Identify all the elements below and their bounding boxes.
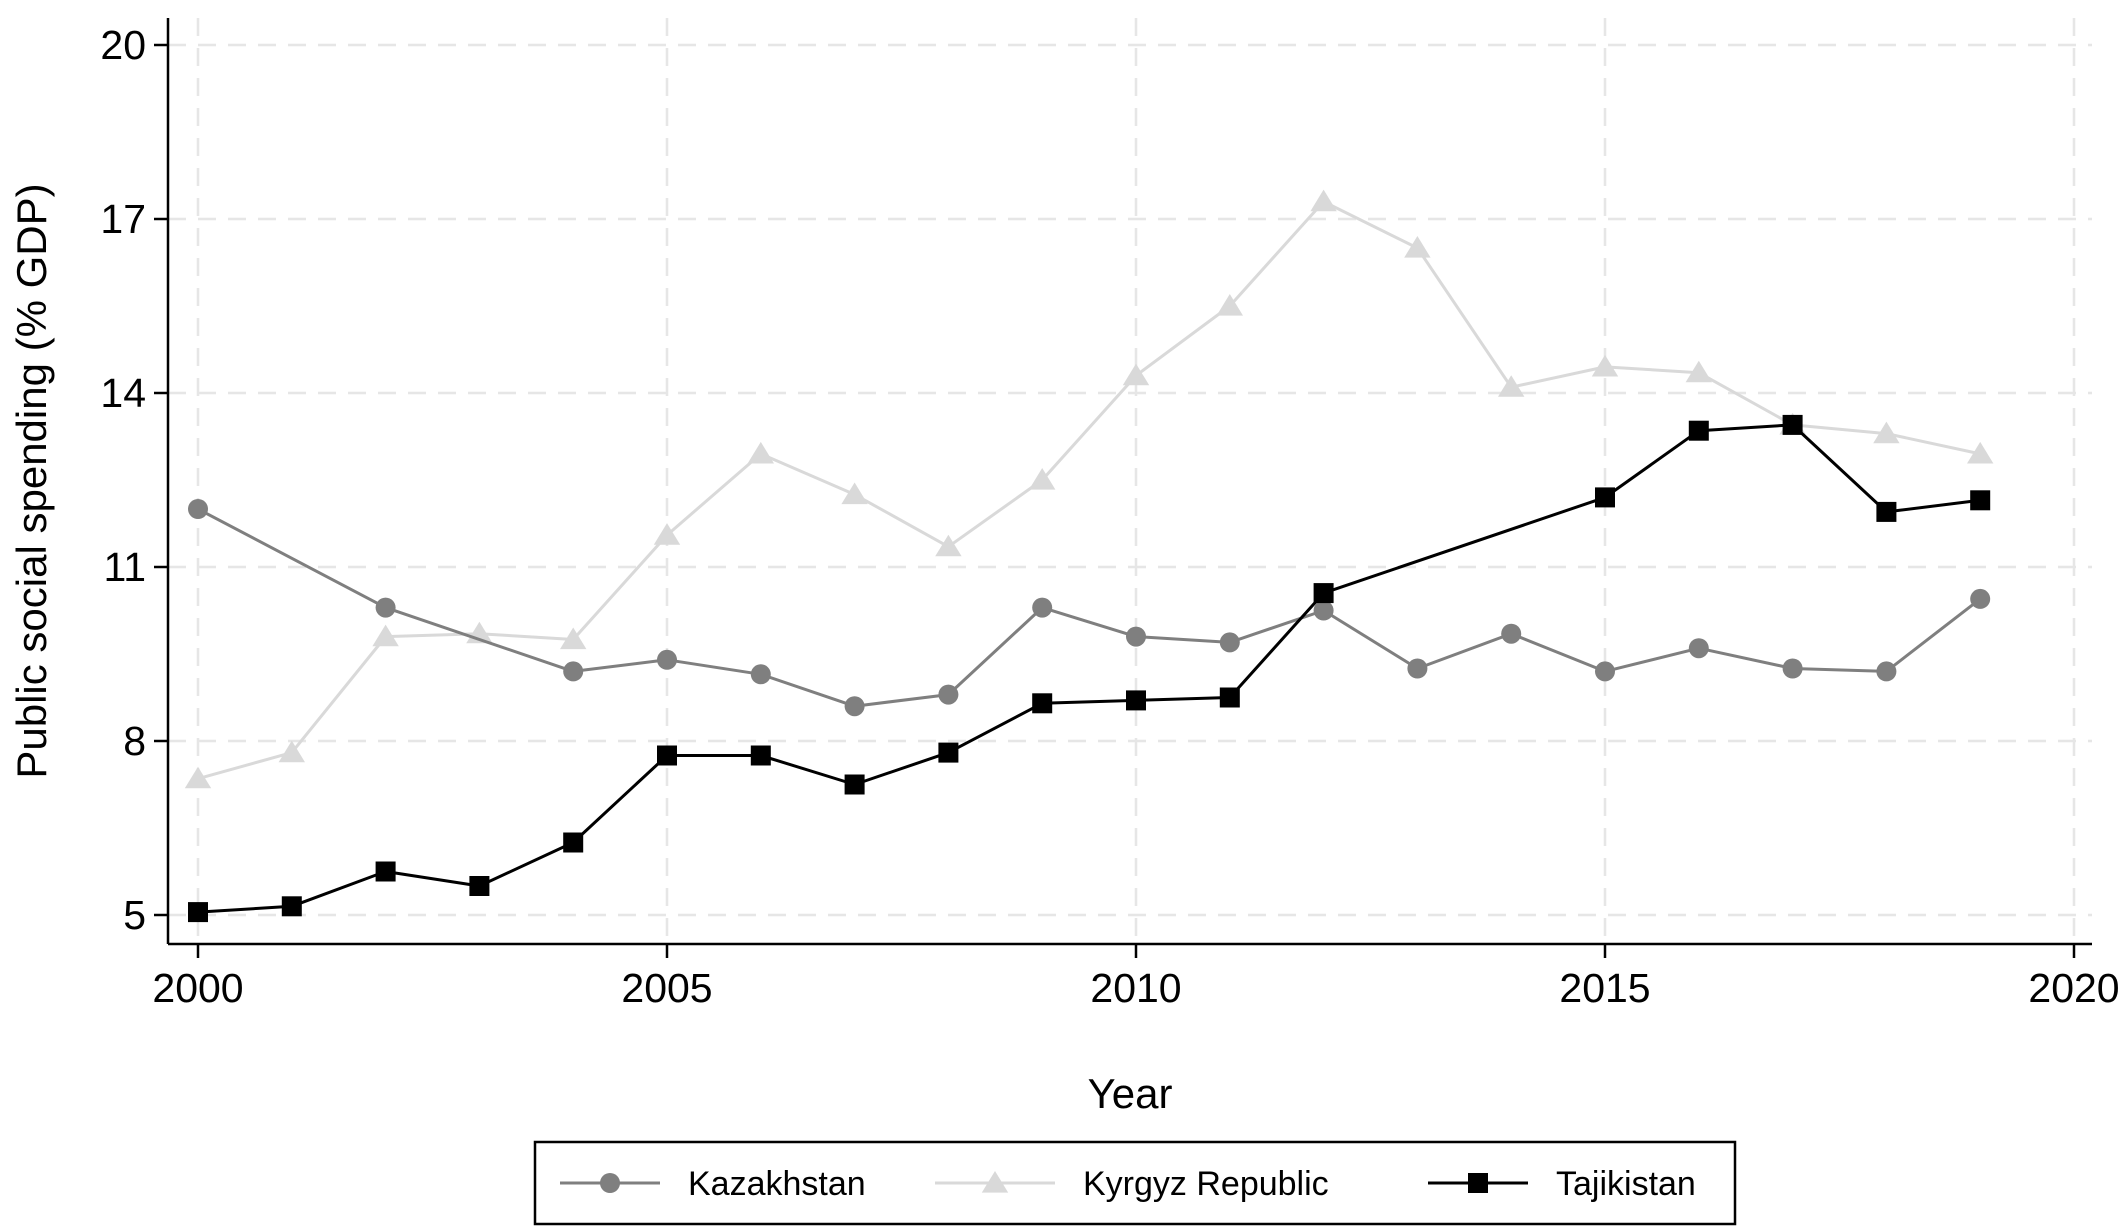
data-point-tajikistan	[375, 861, 396, 882]
data-point-tajikistan	[657, 745, 677, 766]
y-tick-label: 11	[103, 544, 146, 590]
data-point-tajikistan	[1595, 487, 1615, 508]
data-point-tajikistan	[1219, 687, 1240, 708]
x-tick-label: 2020	[2028, 965, 2119, 1011]
data-point-kazakhstan	[844, 696, 865, 717]
x-axis-title: Year	[1088, 1070, 1173, 1117]
series-tajikistan	[188, 414, 1991, 923]
data-point-kyrgyz-republic	[560, 627, 587, 650]
data-point-kazakhstan	[1313, 600, 1334, 621]
data-point-kazakhstan	[1595, 661, 1615, 682]
data-point-kyrgyz-republic	[1404, 236, 1431, 258]
data-point-kazakhstan	[750, 664, 771, 685]
series-kyrgyz-republic	[184, 189, 1994, 789]
data-point-kazakhstan	[563, 661, 584, 682]
series-layer	[184, 189, 1994, 923]
legend-marker-tajikistan	[1468, 1173, 1488, 1193]
y-tick-label: 14	[100, 370, 146, 416]
data-point-kazakhstan	[1688, 638, 1709, 659]
data-point-kazakhstan	[1032, 597, 1053, 618]
data-point-kyrgyz-republic	[1873, 421, 1900, 444]
data-point-kyrgyz-republic	[1310, 189, 1337, 212]
y-tick-label: 8	[123, 718, 146, 764]
data-point-tajikistan	[1688, 420, 1709, 441]
data-point-tajikistan	[1876, 501, 1897, 522]
data-point-kyrgyz-republic	[1685, 360, 1712, 383]
data-point-kyrgyz-republic	[184, 766, 212, 789]
data-point-kazakhstan	[1126, 626, 1146, 647]
data-point-kazakhstan	[1782, 658, 1803, 679]
series-line-kyrgyz-republic	[197, 200, 1981, 781]
series-kazakhstan	[188, 499, 1991, 717]
data-point-kyrgyz-republic	[1216, 294, 1243, 316]
y-axis-title: Public social spending (% GDP)	[8, 183, 55, 778]
legend: Kazakhstan Kyrgyz Republic Tajikistan	[533, 1140, 1737, 1226]
data-point-kyrgyz-republic	[1591, 354, 1619, 377]
data-point-tajikistan	[750, 745, 771, 766]
data-point-kyrgyz-republic	[1029, 468, 1056, 490]
y-tick-label: 5	[123, 892, 146, 938]
data-point-kyrgyz-republic	[1498, 375, 1525, 397]
data-point-kazakhstan	[1219, 632, 1240, 653]
data-point-kyrgyz-republic	[278, 740, 305, 763]
series-line-kazakhstan	[197, 507, 1982, 708]
legend-marker-kyrgyz-republic	[981, 1171, 1009, 1193]
data-point-tajikistan	[1032, 693, 1053, 714]
data-point-tajikistan	[1970, 490, 1991, 511]
grid	[168, 18, 2092, 944]
data-point-tajikistan	[281, 896, 302, 917]
y-tick-label: 17	[100, 196, 146, 242]
data-point-kyrgyz-republic	[1967, 441, 1994, 464]
legend-label-tajikistan: Tajikistan	[1556, 1165, 1696, 1203]
data-point-kyrgyz-republic	[747, 441, 774, 464]
data-point-tajikistan	[563, 832, 584, 853]
y-tick-label: 20	[100, 22, 146, 68]
data-point-kazakhstan	[657, 649, 677, 670]
legend-item-kazakhstan: Kazakhstan	[560, 1165, 866, 1203]
series-line-tajikistan	[197, 423, 1981, 914]
data-point-tajikistan	[1313, 583, 1334, 604]
data-point-kyrgyz-republic	[372, 624, 399, 647]
data-point-kazakhstan	[1970, 588, 1991, 609]
x-tick-label: 2015	[1559, 965, 1650, 1011]
data-point-kazakhstan	[1501, 623, 1522, 644]
x-tick-label: 2000	[152, 965, 243, 1011]
data-point-tajikistan	[844, 774, 865, 795]
data-point-tajikistan	[469, 876, 490, 896]
x-tick-label: 2010	[1090, 965, 1181, 1011]
legend-marker-kazakhstan	[600, 1173, 620, 1193]
legend-label-kyrgyz-republic: Kyrgyz Republic	[1083, 1165, 1329, 1203]
data-point-tajikistan	[938, 742, 959, 763]
x-tick-label: 2005	[621, 965, 712, 1011]
data-point-kazakhstan	[938, 684, 959, 705]
data-point-kazakhstan	[375, 597, 396, 618]
data-point-kyrgyz-republic	[935, 534, 962, 557]
legend-item-tajikistan: Tajikistan	[1428, 1165, 1696, 1203]
legend-label-kazakhstan: Kazakhstan	[688, 1165, 866, 1203]
data-point-kyrgyz-republic	[653, 523, 681, 545]
data-point-tajikistan	[1126, 690, 1146, 711]
data-point-kyrgyz-republic	[1122, 363, 1150, 386]
data-point-tajikistan	[188, 902, 208, 923]
legend-item-kyrgyz-republic: Kyrgyz Republic	[935, 1165, 1329, 1203]
data-point-kyrgyz-republic	[841, 482, 868, 505]
legend-box	[533, 1140, 1737, 1226]
data-point-kazakhstan	[188, 499, 208, 519]
data-point-tajikistan	[1782, 414, 1803, 435]
data-point-kazakhstan	[1876, 661, 1897, 682]
data-point-kazakhstan	[1407, 658, 1428, 679]
axes: 5 8 11 14 17 20 2000 2005 2010 2015 2020	[100, 18, 2120, 1011]
